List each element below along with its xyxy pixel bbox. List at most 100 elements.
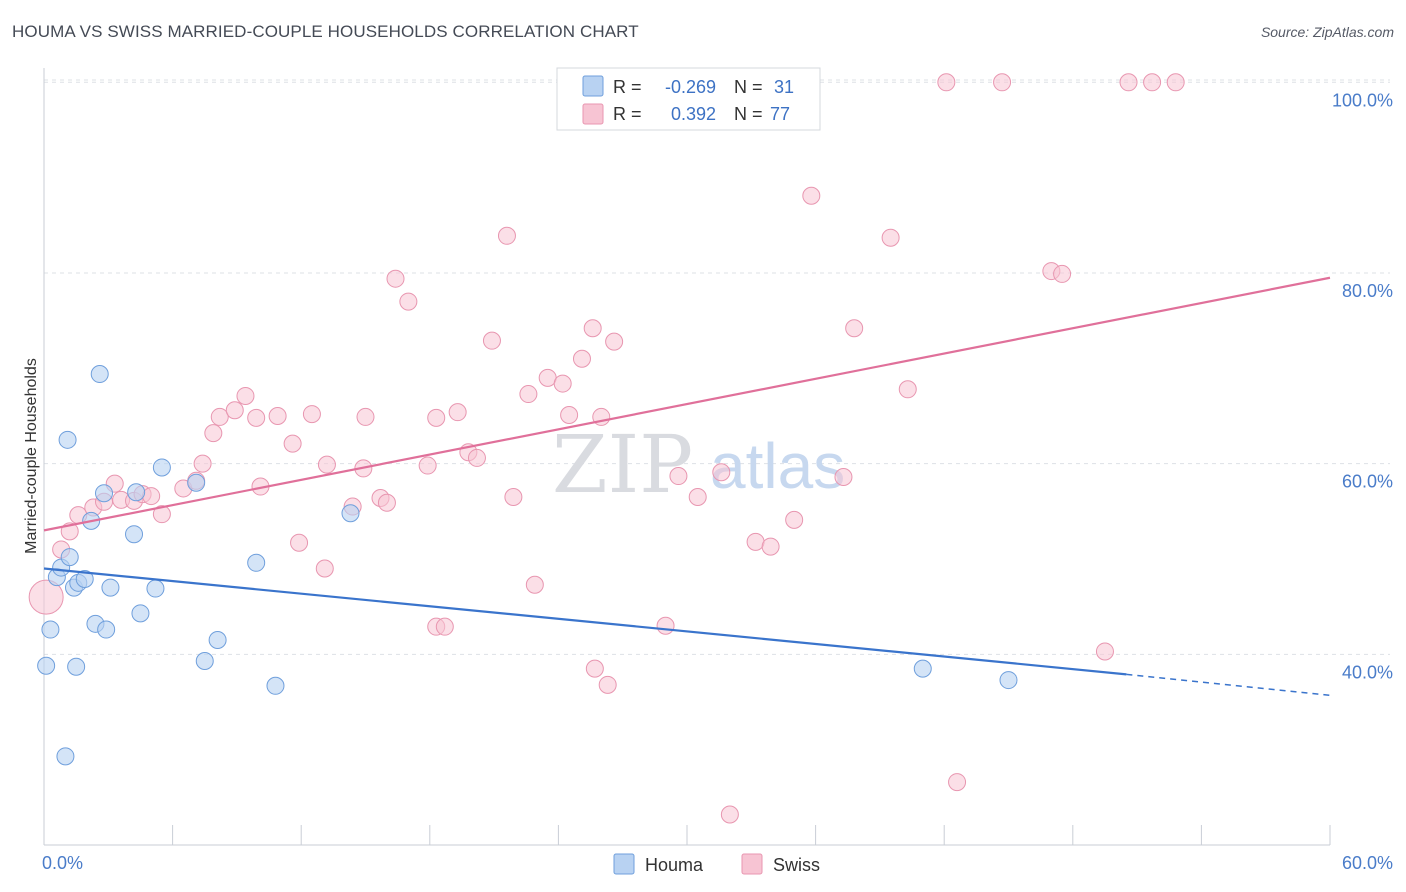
swiss-point [236,386,255,405]
grid-lines [44,79,1390,655]
houma-point [97,620,116,639]
legend-swiss-r-value: 0.392 [671,104,716,124]
y-tick-label-80: 80.0% [1342,281,1393,301]
houma-point [131,604,150,623]
houma-point [58,430,77,449]
swiss-point [785,510,804,529]
swiss-point [669,467,688,486]
correlation-legend: R = -0.269 N = 31 R = 0.392 N = 77 [556,67,821,131]
swiss-point [1095,642,1114,661]
bottom-legend-houma-label: Houma [645,855,704,875]
swiss-point [712,463,731,482]
swiss-point [598,675,617,694]
swiss-point [583,319,602,338]
swiss-point [356,407,375,426]
houma-point [999,671,1018,690]
houma-point [41,620,60,639]
trend-lines [43,276,1331,697]
legend-swiss-n-value: 77 [770,104,790,124]
swiss-point [268,406,287,425]
legend-houma-n-value: 31 [774,77,794,97]
houma-point [37,656,56,675]
houma-point [266,676,285,695]
swiss-point [1143,73,1162,92]
legend-swiss-n-label: N = [734,104,763,124]
bottom-legend-houma-swatch [613,853,635,875]
swiss-point [519,385,538,404]
houma-point [75,570,94,589]
swiss-point [746,532,765,551]
houma-point [341,504,360,523]
swiss-point [317,455,336,474]
houma-point [127,483,146,502]
swiss-point [142,487,161,506]
series-legend: Houma Swiss [613,853,820,875]
houma-point [101,578,120,597]
swiss-point [1119,73,1138,92]
swiss-point [802,186,821,205]
bottom-legend-swiss-swatch [741,853,763,875]
y-tick-label-60: 60.0% [1342,472,1393,492]
houma-point [187,473,206,492]
houma-point [913,659,932,678]
houma-series-points [37,365,1018,766]
houma-point [60,548,79,567]
swiss-point [290,533,309,552]
legend-houma-r-label: R = [613,77,642,97]
swiss-point [538,368,557,387]
swiss-point [881,228,900,247]
y-tick-labels: 40.0% 60.0% 80.0% 100.0% [1332,90,1393,682]
watermark-atlas-text: atlas [710,430,845,502]
swiss-point [525,575,544,594]
houma-trend-extension [1126,673,1331,697]
houma-point [95,484,114,503]
swiss-point [948,773,967,792]
legend-swiss-swatch [582,103,604,125]
legend-houma-r-value: -0.269 [665,77,716,97]
swiss-point [386,269,405,288]
swiss-point [937,73,956,92]
watermark: ZIP atlas [552,418,845,511]
swiss-point [1053,264,1072,283]
legend-houma-n-label: N = [734,77,763,97]
swiss-point [497,226,516,245]
y-axis-label: Married-couple Households [23,358,40,554]
swiss-point [720,805,739,824]
swiss-point [1166,73,1185,92]
swiss-point [435,617,454,636]
swiss-point [152,505,171,524]
legend-houma-swatch [582,75,604,97]
swiss-trend-line [43,276,1331,532]
swiss-point [898,380,917,399]
swiss-point [467,448,486,467]
swiss-point [504,488,523,507]
swiss-point [834,467,853,486]
swiss-point [605,332,624,351]
x-tick-labels: 0.0% 60.0% [42,853,1393,873]
swiss-point [845,319,864,338]
swiss-point [418,456,437,475]
swiss-point [193,454,212,473]
y-tick-label-40: 40.0% [1342,662,1393,682]
x-tick-label-60: 60.0% [1342,853,1393,873]
swiss-point [247,408,266,427]
houma-point [146,579,165,598]
houma-trend-line [43,567,1127,676]
houma-point [67,657,86,676]
swiss-point [482,331,501,350]
houma-point [125,525,144,544]
houma-point [56,747,75,766]
swiss-point [688,488,707,507]
swiss-point [377,493,396,512]
swiss-point [302,405,321,424]
swiss-point [585,659,604,678]
swiss-point [553,374,572,393]
legend-swiss-r-label: R = [613,104,642,124]
swiss-point [204,424,223,443]
swiss-point [225,401,244,420]
chart-source: Source: ZipAtlas.com [1260,24,1394,40]
bottom-legend-swiss-label: Swiss [773,855,820,875]
x-tick-label-0: 0.0% [42,853,83,873]
houma-point [247,553,266,572]
